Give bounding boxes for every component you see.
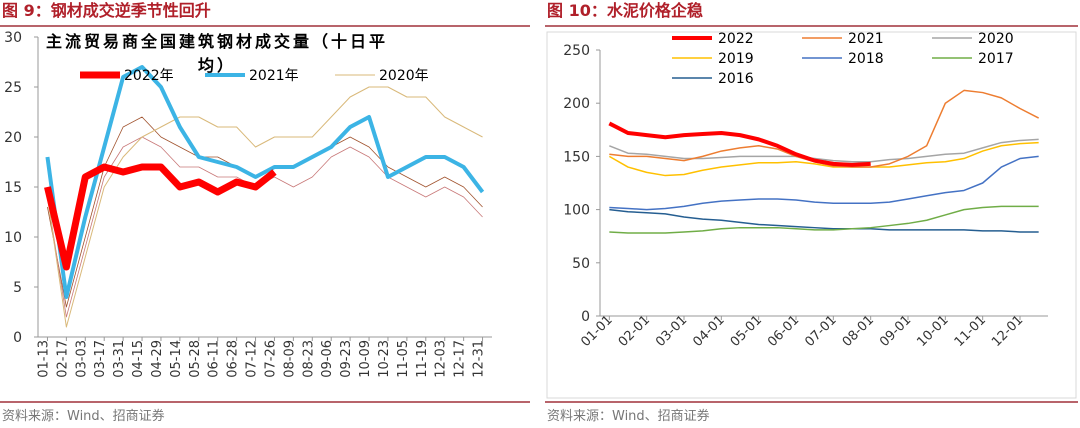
x-tick-label: 06-01 <box>765 313 802 350</box>
chart-title: 图 9：钢材成交逆季节性回升 <box>2 1 211 20</box>
legend-label: 2018 <box>848 51 884 67</box>
y-tick-label: 50 <box>572 256 590 272</box>
legend-label: 2019 <box>718 51 754 67</box>
series-line <box>608 141 1039 177</box>
chart-title: 图 10：水泥价格企稳 <box>547 1 703 20</box>
x-tick-label: 12-31 <box>472 340 487 378</box>
y-tick-label: 20 <box>4 130 22 146</box>
legend-label: 2020 <box>978 31 1014 47</box>
series-line <box>609 89 1040 168</box>
series-line <box>47 136 483 318</box>
x-tick-label: 08-23 <box>301 340 316 378</box>
x-tick-label: 06-28 <box>226 340 241 378</box>
x-tick-label: 01-13 <box>36 340 51 378</box>
y-tick-label: 0 <box>13 330 22 346</box>
x-tick-label: 05-14 <box>169 340 184 378</box>
x-tick-label: 08-01 <box>840 313 877 350</box>
x-tick-label: 12-17 <box>453 340 468 378</box>
x-tick-label: 12-01 <box>989 313 1026 350</box>
x-tick-label: 09-06 <box>320 340 335 378</box>
x-tick-label: 03-01 <box>653 313 690 350</box>
x-tick-label: 07-26 <box>263 340 278 378</box>
plot-frame <box>546 31 1077 399</box>
legend-label: 2022年 <box>124 68 174 84</box>
y-tick-label: 10 <box>4 230 22 246</box>
series-line <box>47 116 483 308</box>
x-tick-label: 04-01 <box>690 313 727 350</box>
x-tick-label: 05-01 <box>728 313 765 350</box>
series-line <box>44 163 277 271</box>
y-tick-label: 15 <box>4 180 22 196</box>
x-tick-label: 10-09 <box>358 340 373 378</box>
y-tick-label: 100 <box>563 203 590 219</box>
x-tick-label: 08-09 <box>282 340 297 378</box>
series-line <box>45 65 485 299</box>
series-line <box>609 138 1039 163</box>
x-tick-label: 10-01 <box>914 313 951 350</box>
source: 资料来源：Wind、招商证券 <box>547 408 710 424</box>
legend-label: 2020年 <box>379 68 429 84</box>
legend-label: 2021 <box>848 31 884 47</box>
legend-label: 2016 <box>718 71 754 87</box>
y-tick-label: 25 <box>4 80 22 96</box>
x-tick-label: 12-03 <box>434 340 449 378</box>
series-line <box>608 121 871 167</box>
source: 资料来源：Wind、招商证券 <box>2 408 165 424</box>
x-tick-label: 09-01 <box>877 313 914 350</box>
x-tick-label: 04-29 <box>150 340 165 378</box>
x-tick-label: 03-17 <box>93 340 108 378</box>
y-tick-label: 250 <box>563 43 590 59</box>
y-tick-label: 0 <box>581 309 590 325</box>
annotation: 主流贸易商全国建筑钢材成交量（十日平均） <box>45 32 388 75</box>
x-tick-label: 09-23 <box>339 340 354 378</box>
x-tick-label: 02-01 <box>616 313 653 350</box>
y-tick-label: 5 <box>13 280 22 296</box>
x-tick-label: 05-28 <box>188 340 203 378</box>
x-tick-label: 07-01 <box>802 313 839 350</box>
x-tick-label: 03-03 <box>74 340 89 378</box>
y-tick-label: 150 <box>563 149 590 165</box>
y-tick-label: 30 <box>4 30 22 46</box>
x-tick-label: 11-05 <box>396 340 411 378</box>
series-line <box>609 205 1039 234</box>
legend-label: 2017 <box>978 51 1014 67</box>
x-tick-label: 11-01 <box>952 313 989 350</box>
x-tick-label: 06-11 <box>207 340 222 378</box>
series-line <box>46 86 483 328</box>
x-tick-label: 02-17 <box>55 340 70 378</box>
legend-label: 2022 <box>718 31 754 47</box>
x-tick-label: 10-23 <box>377 340 392 378</box>
y-tick-label: 200 <box>563 96 590 112</box>
x-tick-label: 04-15 <box>131 340 146 378</box>
x-tick-label: 03-31 <box>112 340 127 378</box>
series-line <box>609 208 1039 233</box>
series-line <box>609 155 1039 211</box>
x-tick-label: 07-12 <box>245 340 260 378</box>
x-tick-label: 11-19 <box>415 340 430 378</box>
legend-label: 2021年 <box>249 68 299 84</box>
